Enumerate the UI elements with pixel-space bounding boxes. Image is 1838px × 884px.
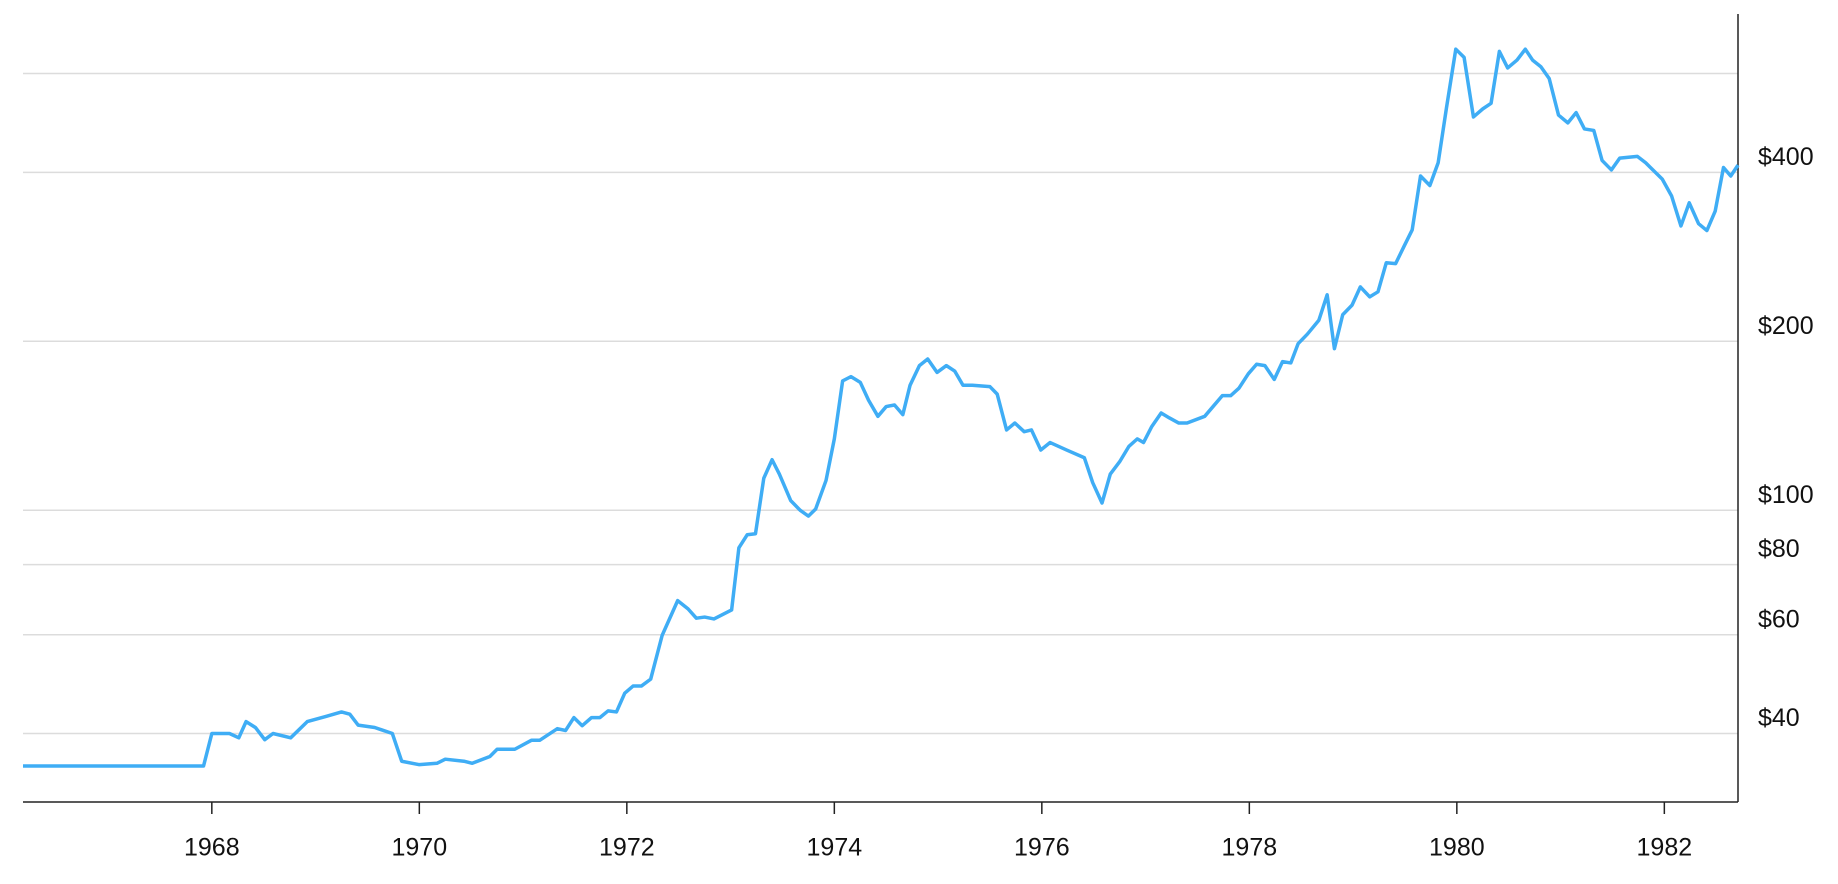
x-tick-label: 1968 [184, 834, 240, 862]
x-tick-label: 1970 [392, 834, 448, 862]
y-tick-label: $80 [1758, 535, 1800, 563]
y-tick-label: $60 [1758, 605, 1800, 633]
x-tick-label: 1972 [599, 834, 655, 862]
x-tick-label: 1978 [1222, 834, 1278, 862]
y-tick-label: $40 [1758, 704, 1800, 732]
x-tick-label: 1976 [1014, 834, 1070, 862]
x-tick-label: 1982 [1637, 834, 1693, 862]
x-tick-label: 1974 [807, 834, 863, 862]
y-tick-label: $400 [1758, 143, 1814, 171]
y-tick-label: $200 [1758, 312, 1814, 340]
price-line [23, 47, 1740, 768]
y-tick-label: $100 [1758, 481, 1814, 509]
x-tick-label: 1980 [1429, 834, 1485, 862]
